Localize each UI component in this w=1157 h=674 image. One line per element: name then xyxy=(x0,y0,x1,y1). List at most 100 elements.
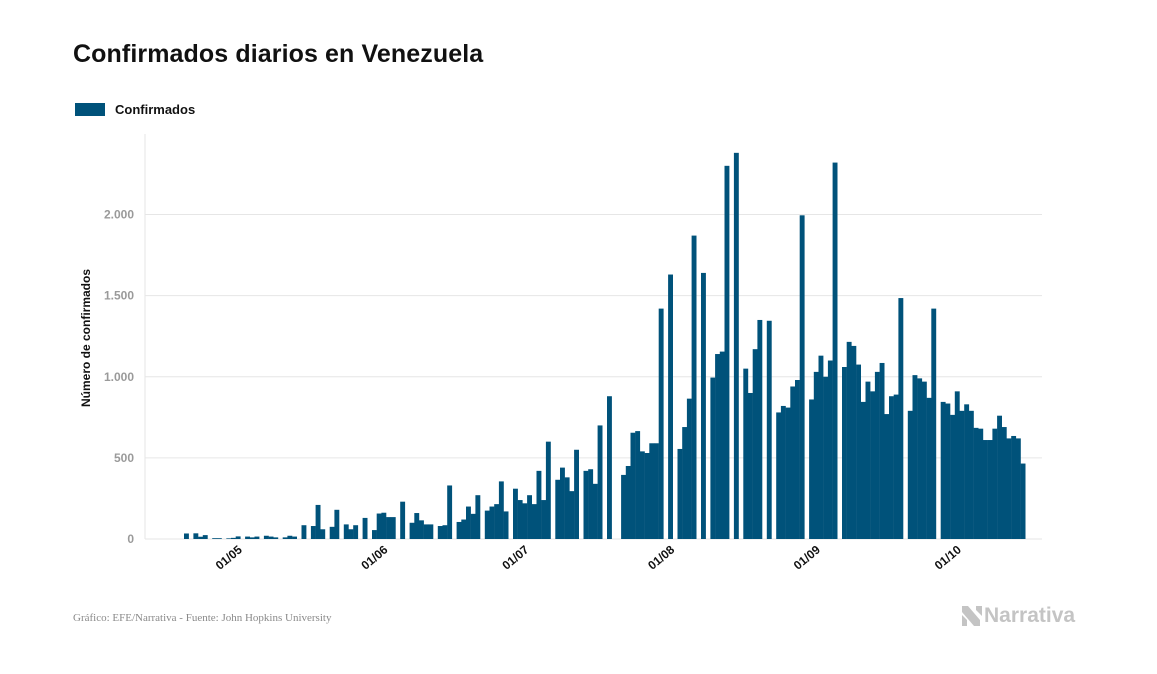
bar xyxy=(1015,438,1021,539)
bar xyxy=(983,440,988,539)
bar xyxy=(475,495,481,539)
bar xyxy=(588,469,594,539)
bar xyxy=(428,524,434,539)
bar xyxy=(226,538,232,539)
bar xyxy=(607,396,612,539)
bar xyxy=(527,495,532,539)
bar xyxy=(555,479,561,539)
bar xyxy=(701,272,706,539)
bar xyxy=(245,536,250,539)
bar xyxy=(912,375,918,539)
bar xyxy=(310,526,316,539)
y-tick-label: 1.500 xyxy=(104,289,134,303)
bar xyxy=(456,521,462,539)
bar xyxy=(748,392,753,540)
bar xyxy=(541,500,547,539)
bar xyxy=(329,526,335,539)
bar xyxy=(959,410,965,539)
bar xyxy=(268,536,274,539)
bar xyxy=(766,320,772,539)
bar xyxy=(715,354,720,539)
bar xyxy=(823,376,829,539)
bar xyxy=(978,428,984,539)
bar xyxy=(235,536,241,539)
x-tick-label: 01/06 xyxy=(358,542,390,572)
bar xyxy=(466,506,471,539)
bar xyxy=(531,504,537,539)
bar xyxy=(198,536,203,539)
bar xyxy=(992,428,998,539)
bar xyxy=(964,404,970,539)
bar xyxy=(733,152,739,539)
bar xyxy=(1020,463,1026,539)
bar xyxy=(654,443,659,539)
bar xyxy=(560,467,565,539)
bar xyxy=(343,524,349,539)
bar xyxy=(710,377,716,539)
bar xyxy=(522,503,528,540)
bar xyxy=(625,465,631,539)
bar xyxy=(193,533,199,539)
bar xyxy=(231,537,236,539)
bar xyxy=(893,394,899,539)
bar xyxy=(545,441,551,539)
bar xyxy=(907,410,913,539)
bar xyxy=(809,399,814,539)
bar xyxy=(940,401,946,539)
brand-logo: Narrativa xyxy=(962,604,1075,628)
bar xyxy=(597,425,603,540)
bar xyxy=(390,517,396,539)
bar xyxy=(470,513,476,539)
bar xyxy=(658,308,664,540)
bar xyxy=(813,371,819,539)
x-tick-label: 01/07 xyxy=(499,542,531,572)
bar xyxy=(677,448,683,539)
bar xyxy=(621,474,626,539)
bar xyxy=(724,165,730,539)
bar xyxy=(856,364,861,539)
bar xyxy=(400,501,406,539)
bar xyxy=(437,526,443,539)
bar xyxy=(921,381,927,539)
bar xyxy=(409,522,415,539)
narrativa-logo-icon xyxy=(962,606,982,626)
bar xyxy=(494,504,500,539)
bar xyxy=(719,351,725,539)
bar xyxy=(795,380,800,539)
bar xyxy=(513,488,518,539)
bar xyxy=(668,274,673,539)
bar xyxy=(926,397,932,539)
bar xyxy=(273,537,279,539)
bar xyxy=(1001,427,1007,539)
bar xyxy=(334,509,340,540)
bar xyxy=(348,529,354,539)
bar xyxy=(249,537,255,539)
bar xyxy=(184,533,189,539)
bar xyxy=(889,396,894,539)
bar xyxy=(569,491,575,539)
bar xyxy=(997,415,1002,539)
bar xyxy=(292,536,297,539)
bar xyxy=(649,443,655,539)
bar xyxy=(1011,435,1017,539)
bar xyxy=(287,535,293,539)
bar xyxy=(799,215,805,539)
x-tick-labels: 01/05 01/06 01/07 01/08 01/09 01/10 xyxy=(213,542,964,572)
bar xyxy=(301,525,307,539)
x-tick-label: 01/09 xyxy=(791,542,823,572)
legend: Confirmados xyxy=(75,102,195,117)
x-tick-label: 01/10 xyxy=(932,542,964,572)
bar xyxy=(498,481,504,539)
bar xyxy=(447,485,453,539)
bar xyxy=(282,537,288,539)
bar xyxy=(743,368,749,539)
bar xyxy=(564,477,570,540)
bar xyxy=(635,431,641,539)
bar xyxy=(212,538,218,539)
bars xyxy=(184,152,1026,540)
bar xyxy=(442,525,448,539)
chart-title: Confirmados diarios en Venezuela xyxy=(73,40,484,68)
bar xyxy=(827,360,833,539)
bar xyxy=(898,298,904,539)
bar xyxy=(536,470,542,539)
